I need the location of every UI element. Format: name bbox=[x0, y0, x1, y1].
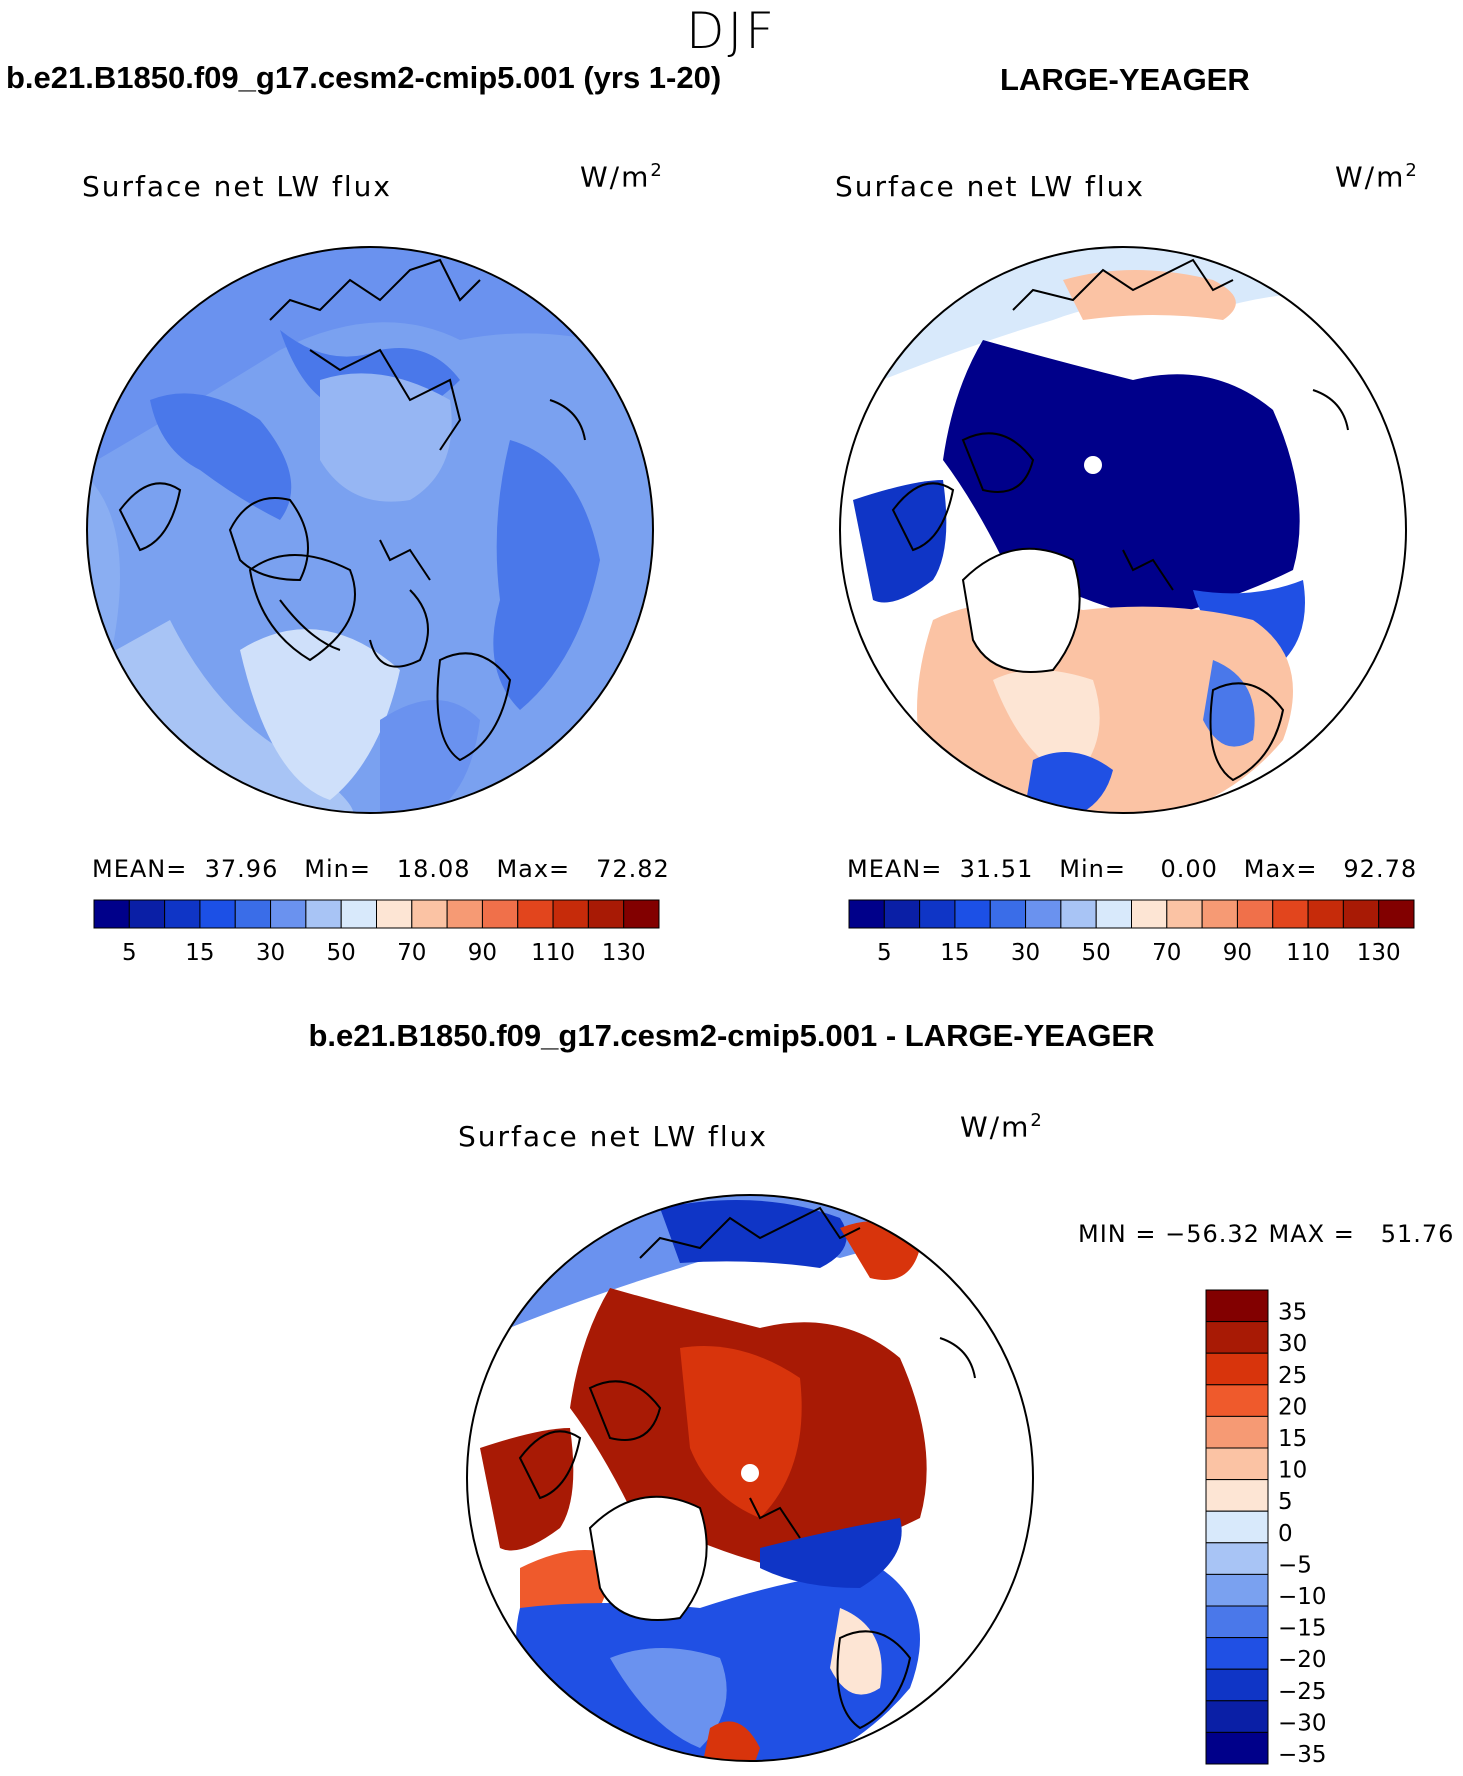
colorbar-tick-label: 90 bbox=[468, 940, 497, 966]
colorbar-box bbox=[93, 899, 130, 929]
diff-units-label: W/m2 bbox=[960, 1110, 1044, 1144]
colorbar-tick-label: 30 bbox=[1278, 1331, 1307, 1357]
right-polar-map bbox=[839, 246, 1407, 814]
diff-polar-map bbox=[466, 1194, 1034, 1762]
colorbar-box bbox=[481, 899, 519, 929]
colorbar-box bbox=[446, 899, 483, 929]
colorbar-box bbox=[1378, 899, 1415, 929]
left-colorbar: 5 15 30 50 70 90 110 130 bbox=[93, 899, 660, 966]
colorbar-box bbox=[1166, 899, 1203, 929]
colorbar-box bbox=[1205, 1700, 1269, 1733]
colorbar-box bbox=[340, 899, 377, 929]
colorbar-tick-label: 110 bbox=[1286, 940, 1330, 966]
colorbar-box bbox=[1205, 1668, 1269, 1702]
diff-case-title: b.e21.B1850.f09_g17.cesm2-cmip5.001 - LA… bbox=[308, 1018, 1155, 1053]
colorbar-box bbox=[1205, 1384, 1269, 1417]
colorbar-box bbox=[919, 899, 956, 929]
figure-title: DJF bbox=[685, 2, 777, 60]
diff-colorbar: 35 30 25 20 15 10 5 0 −5 −10 −15 −20 −25 −30 −35 bbox=[1205, 1289, 1327, 1768]
colorbar-box bbox=[1205, 1289, 1269, 1323]
colorbar-box bbox=[1307, 899, 1344, 929]
colorbar-box bbox=[1272, 899, 1309, 929]
colorbar-box bbox=[376, 899, 413, 929]
colorbar-tick-label: 25 bbox=[1278, 1363, 1307, 1389]
colorbar-tick-label: 20 bbox=[1278, 1394, 1307, 1420]
colorbar-box bbox=[1025, 899, 1062, 929]
colorbar-box bbox=[1205, 1447, 1269, 1481]
colorbar-box bbox=[199, 899, 236, 929]
colorbar-box bbox=[1205, 1637, 1269, 1670]
colorbar-box bbox=[234, 899, 272, 929]
colorbar-tick-label: 130 bbox=[602, 940, 646, 966]
colorbar-box bbox=[1236, 899, 1274, 929]
left-stats: MEAN= 37.96 Min= 18.08 Max= 72.82 bbox=[92, 855, 670, 883]
colorbar-tick-label: −35 bbox=[1278, 1742, 1327, 1768]
colorbar-box bbox=[1205, 1605, 1269, 1639]
colorbar-box bbox=[883, 899, 921, 929]
diff-field-label: Surface net LW flux bbox=[458, 1120, 768, 1153]
colorbar-box bbox=[164, 899, 201, 929]
colorbar-tick-label: −10 bbox=[1278, 1584, 1327, 1610]
colorbar-tick-label: −20 bbox=[1278, 1647, 1327, 1673]
right-case-title: LARGE-YEAGER bbox=[1000, 62, 1250, 97]
colorbar-box bbox=[128, 899, 166, 929]
left-field-label: Surface net LW flux bbox=[82, 170, 392, 203]
colorbar-box bbox=[989, 899, 1027, 929]
colorbar-box bbox=[1205, 1731, 1269, 1765]
colorbar-box bbox=[1060, 899, 1097, 929]
colorbar-box bbox=[954, 899, 991, 929]
colorbar-tick-label: 30 bbox=[1011, 940, 1040, 966]
colorbar-box bbox=[411, 899, 448, 929]
left-polar-map bbox=[86, 246, 654, 814]
colorbar-box bbox=[1205, 1415, 1269, 1449]
colorbar-box bbox=[848, 899, 885, 929]
colorbar-tick-label: 35 bbox=[1278, 1300, 1307, 1326]
colorbar-box bbox=[517, 899, 554, 929]
colorbar-tick-label: 90 bbox=[1223, 940, 1252, 966]
colorbar-tick-label: 15 bbox=[940, 940, 969, 966]
right-colorbar: 5 15 30 50 70 90 110 130 bbox=[848, 899, 1415, 966]
colorbar-tick-label: 10 bbox=[1278, 1458, 1307, 1484]
colorbar-box bbox=[1201, 899, 1238, 929]
left-units-label: W/m2 bbox=[580, 160, 664, 194]
pole-marker bbox=[741, 1464, 759, 1482]
colorbar-tick-label: 15 bbox=[1278, 1426, 1307, 1452]
colorbar-box bbox=[1205, 1510, 1269, 1544]
pole-marker bbox=[1084, 456, 1102, 474]
colorbar-tick-label: 30 bbox=[256, 940, 285, 966]
colorbar-box bbox=[1205, 1479, 1269, 1512]
left-case-title: b.e21.B1850.f09_g17.cesm2-cmip5.001 (yrs… bbox=[6, 60, 722, 95]
right-field-label: Surface net LW flux bbox=[835, 170, 1145, 203]
colorbar-box bbox=[623, 899, 660, 929]
colorbar-tick-label: 70 bbox=[397, 940, 426, 966]
colorbar-tick-label: 0 bbox=[1278, 1521, 1293, 1547]
colorbar-box bbox=[270, 899, 307, 929]
colorbar-box bbox=[1095, 899, 1132, 929]
colorbar-tick-label: −30 bbox=[1278, 1710, 1327, 1736]
colorbar-tick-label: 50 bbox=[327, 940, 356, 966]
colorbar-box bbox=[1131, 899, 1168, 929]
colorbar-tick-label: 110 bbox=[531, 940, 575, 966]
colorbar-tick-label: 130 bbox=[1357, 940, 1401, 966]
colorbar-box bbox=[1205, 1321, 1269, 1354]
colorbar-box bbox=[587, 899, 625, 929]
colorbar-tick-label: 50 bbox=[1082, 940, 1111, 966]
colorbar-box bbox=[305, 899, 342, 929]
right-stats: MEAN= 31.51 Min= 0.00 Max= 92.78 bbox=[847, 855, 1418, 883]
colorbar-tick-label: −5 bbox=[1278, 1552, 1312, 1578]
diff-minmax: MIN = −56.32 MAX = 51.76 bbox=[1078, 1220, 1455, 1248]
colorbar-tick-label: 5 bbox=[877, 940, 892, 966]
colorbar-box bbox=[1205, 1352, 1269, 1386]
colorbar-tick-label: 70 bbox=[1152, 940, 1181, 966]
colorbar-box bbox=[1205, 1573, 1269, 1607]
colorbar-tick-label: 5 bbox=[122, 940, 137, 966]
colorbar-tick-label: 5 bbox=[1278, 1489, 1293, 1515]
colorbar-box bbox=[552, 899, 589, 929]
colorbar-tick-label: −15 bbox=[1278, 1616, 1327, 1642]
colorbar-tick-label: 15 bbox=[185, 940, 214, 966]
right-units-label: W/m2 bbox=[1335, 160, 1419, 194]
colorbar-box bbox=[1205, 1542, 1269, 1575]
colorbar-tick-label: −25 bbox=[1278, 1679, 1327, 1705]
colorbar-box bbox=[1342, 899, 1380, 929]
